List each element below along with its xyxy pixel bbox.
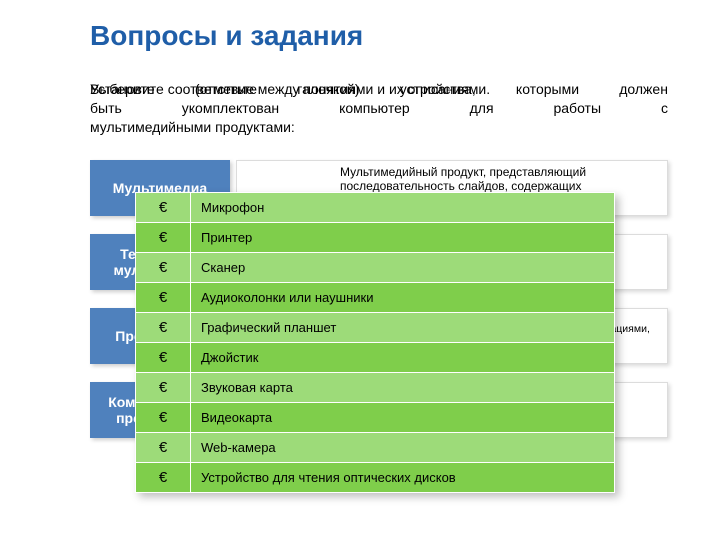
- device-label: Принтер: [191, 223, 615, 253]
- para-line-3: мультимедийными продуктами:: [90, 118, 668, 137]
- checkbox-cell[interactable]: €: [136, 223, 191, 253]
- table-row: € Джойстик: [136, 343, 615, 373]
- device-label: Графический планшет: [191, 313, 615, 343]
- device-checklist: € Микрофон € Принтер € Сканер € Аудиокол…: [135, 192, 615, 493]
- checkbox-cell[interactable]: €: [136, 373, 191, 403]
- device-label: Джойстик: [191, 343, 615, 373]
- device-label: Web-камера: [191, 433, 615, 463]
- checkbox-cell[interactable]: €: [136, 283, 191, 313]
- table-row: € Графический планшет: [136, 313, 615, 343]
- checkbox-cell[interactable]: €: [136, 193, 191, 223]
- para-overlay: Установите соответствие между понятиями …: [90, 80, 668, 99]
- checkbox-cell[interactable]: €: [136, 403, 191, 433]
- para-line-2: быть укомплектован компьютер для работы …: [90, 99, 668, 118]
- checkbox-cell[interactable]: €: [136, 433, 191, 463]
- table-row: € Устройство для чтения оптических диско…: [136, 463, 615, 493]
- checkbox-cell[interactable]: €: [136, 463, 191, 493]
- w: быть: [90, 99, 122, 118]
- w: компьютер: [339, 99, 410, 118]
- table-row: € Аудиоколонки или наушники: [136, 283, 615, 313]
- table-row: € Сканер: [136, 253, 615, 283]
- checkbox-cell[interactable]: €: [136, 343, 191, 373]
- overlay-hint-l1: Мультимедийный продукт, представляющий: [340, 165, 660, 179]
- page-title: Вопросы и задания: [90, 20, 363, 52]
- device-label: Видеокарта: [191, 403, 615, 433]
- device-label: Звуковая карта: [191, 373, 615, 403]
- table-row: € Звуковая карта: [136, 373, 615, 403]
- device-label: Микрофон: [191, 193, 615, 223]
- device-label: Сканер: [191, 253, 615, 283]
- intro-paragraph: Выберите (отметьте галочкой) устройства,…: [90, 80, 668, 137]
- table-row: € Микрофон: [136, 193, 615, 223]
- table-row: € Web-камера: [136, 433, 615, 463]
- table-row: € Видеокарта: [136, 403, 615, 433]
- device-label: Устройство для чтения оптических дисков: [191, 463, 615, 493]
- checkbox-cell[interactable]: €: [136, 313, 191, 343]
- device-label: Аудиоколонки или наушники: [191, 283, 615, 313]
- w: укомплектован: [182, 99, 279, 118]
- w: с: [661, 99, 668, 118]
- w: работы: [553, 99, 601, 118]
- checkbox-cell[interactable]: €: [136, 253, 191, 283]
- table-row: € Принтер: [136, 223, 615, 253]
- w: для: [470, 99, 494, 118]
